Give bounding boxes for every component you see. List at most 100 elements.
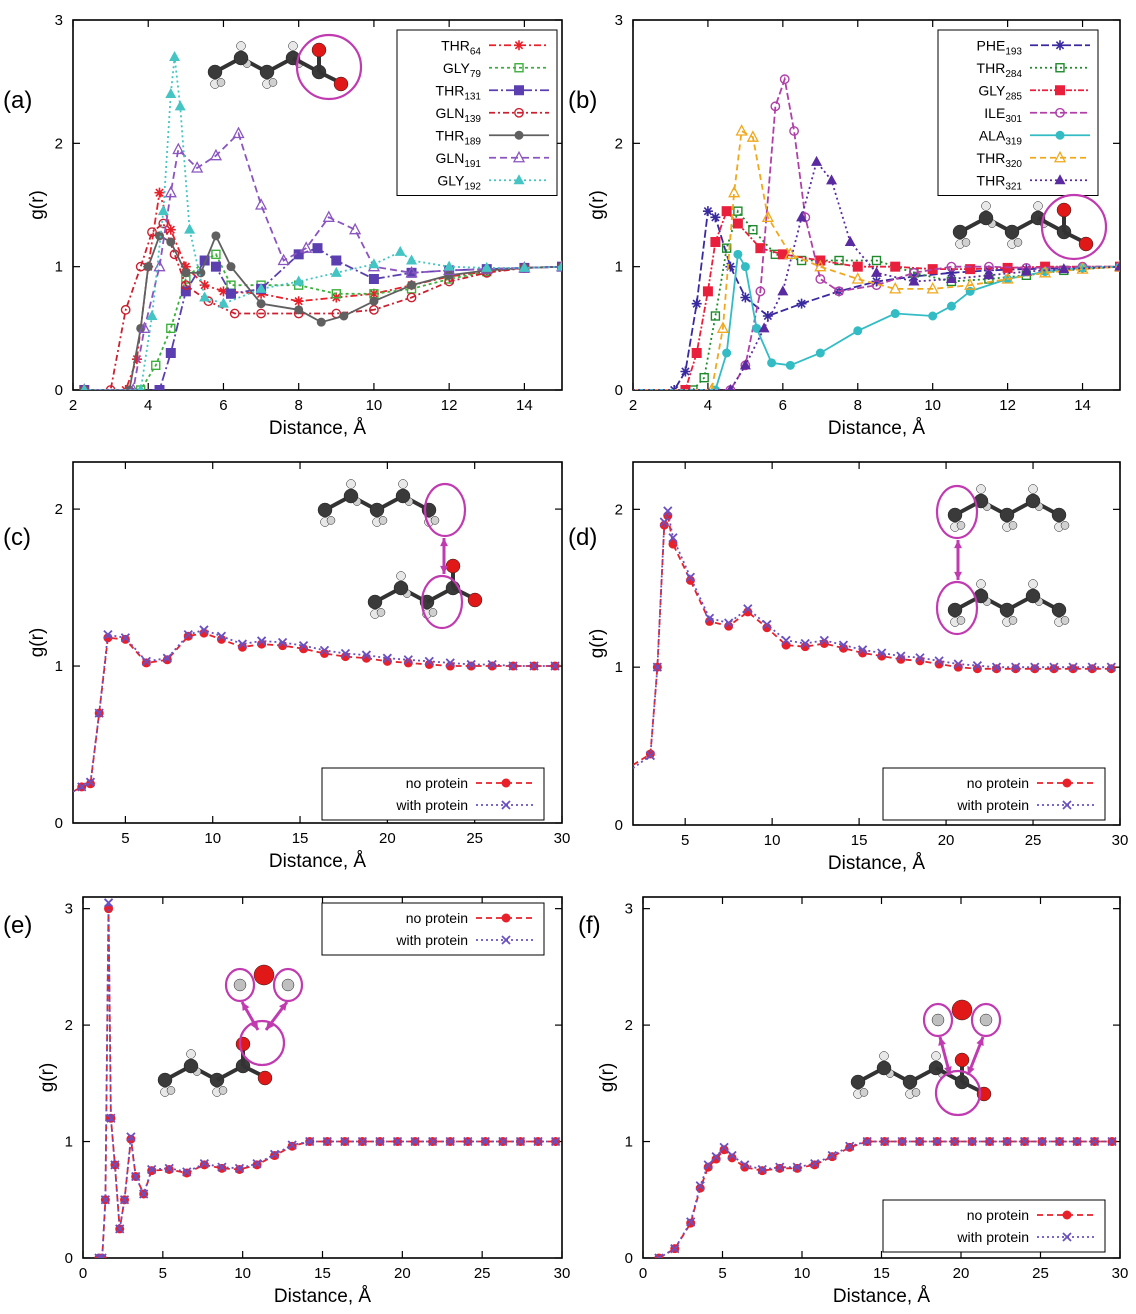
data-point (691, 298, 702, 309)
data-point (1114, 260, 1120, 271)
x-tick-label: 30 (554, 830, 571, 847)
data-point (155, 231, 165, 241)
data-point (645, 749, 655, 759)
data-point (889, 281, 902, 294)
series-group (633, 506, 1116, 769)
series-line (633, 512, 1112, 766)
series-line (73, 628, 555, 793)
data-point (180, 286, 191, 297)
data-point (834, 255, 844, 266)
data-point (659, 517, 669, 527)
data-point (953, 662, 963, 672)
legend-marker (1055, 63, 1065, 73)
data-point (316, 317, 326, 327)
series-group (94, 898, 561, 1258)
data-point (927, 264, 938, 275)
data-point (1087, 662, 1097, 672)
x-axis-label: Distance, Å (269, 851, 366, 872)
series-line (84, 131, 562, 390)
x-tick-label: 14 (1074, 397, 1091, 414)
x-tick-label: 10 (794, 1265, 811, 1282)
plot-frame (632, 461, 1121, 826)
y-axis-label: g(r) (597, 1063, 618, 1093)
data-point (659, 520, 669, 530)
data-point (287, 1140, 297, 1150)
y-tick-label: 3 (625, 901, 633, 918)
data-point (529, 661, 539, 671)
data-point (164, 185, 177, 198)
data-point (104, 904, 114, 914)
data-point (533, 1136, 543, 1147)
data-point (762, 623, 772, 633)
data-point (1019, 1136, 1030, 1147)
data-point (1068, 664, 1078, 674)
legend-box (882, 767, 1106, 821)
legend-label: ILE301 (984, 105, 1022, 125)
x-axis-label: Distance, Å (833, 1286, 930, 1307)
data-point (256, 308, 266, 319)
data-point (300, 241, 313, 253)
legend-label: GLN139 (436, 105, 482, 125)
data-point (85, 779, 95, 789)
data-point (211, 231, 221, 241)
x-tick-label: 20 (953, 1265, 970, 1282)
data-point (733, 206, 743, 216)
data-point (685, 575, 695, 585)
data-point (508, 661, 518, 671)
y-tick-label: 1 (615, 659, 623, 676)
data-point (424, 656, 434, 666)
data-point (1040, 267, 1050, 277)
data-point (897, 1136, 907, 1147)
data-point (340, 1136, 350, 1147)
data-point (368, 274, 379, 284)
data-point (710, 212, 721, 223)
x-tick-label: 6 (219, 397, 227, 414)
data-point (1030, 664, 1040, 674)
data-point (403, 658, 413, 668)
panel-e: 0 5 10 15 20 25 30 0 1 2 3 Distance, Å g(r) (e) no pro… (3, 896, 570, 1307)
x-tick-label: 12 (999, 397, 1016, 414)
legend-label: GLY79 (443, 60, 482, 80)
data-point (174, 100, 186, 111)
legend-marker (514, 85, 524, 96)
data-point (97, 1253, 107, 1258)
data-point (711, 1154, 721, 1164)
data-point (992, 664, 1002, 674)
data-point (926, 281, 939, 294)
data-point (154, 187, 165, 198)
data-point (143, 262, 153, 272)
data-point (743, 607, 753, 617)
x-tick-label: 15 (873, 1265, 890, 1282)
legend-label: PHE193 (977, 37, 1023, 57)
legend-marker (1055, 107, 1065, 118)
data-point (322, 1136, 332, 1147)
y-tick-label: 0 (615, 817, 623, 834)
data-point (740, 292, 751, 303)
data-point (761, 210, 774, 222)
y-tick-label: 2 (55, 501, 63, 518)
data-point (719, 1145, 729, 1155)
legend-marker (501, 778, 511, 788)
data-point (199, 291, 211, 302)
data-point (481, 261, 493, 272)
x-tick-label: 25 (1032, 1265, 1049, 1282)
data-point (184, 223, 196, 234)
panel-label: (d) (568, 524, 597, 551)
data-point (732, 218, 743, 229)
data-point (100, 1195, 110, 1205)
series-line (633, 75, 1120, 390)
legend-label: GLN191 (436, 150, 482, 170)
data-point (392, 1136, 403, 1147)
data-point (216, 631, 227, 641)
data-point (406, 292, 417, 303)
x-axis-label: Distance, Å (828, 418, 925, 439)
y-axis-label: g(r) (27, 190, 48, 220)
y-tick-label: 1 (615, 259, 623, 276)
data-point (293, 275, 305, 286)
x-tick-label: 25 (474, 1265, 491, 1282)
data-point (1106, 662, 1116, 672)
data-point (120, 304, 131, 315)
x-axis-label: Distance, Å (269, 418, 366, 439)
x-tick-label: 30 (1112, 832, 1129, 849)
